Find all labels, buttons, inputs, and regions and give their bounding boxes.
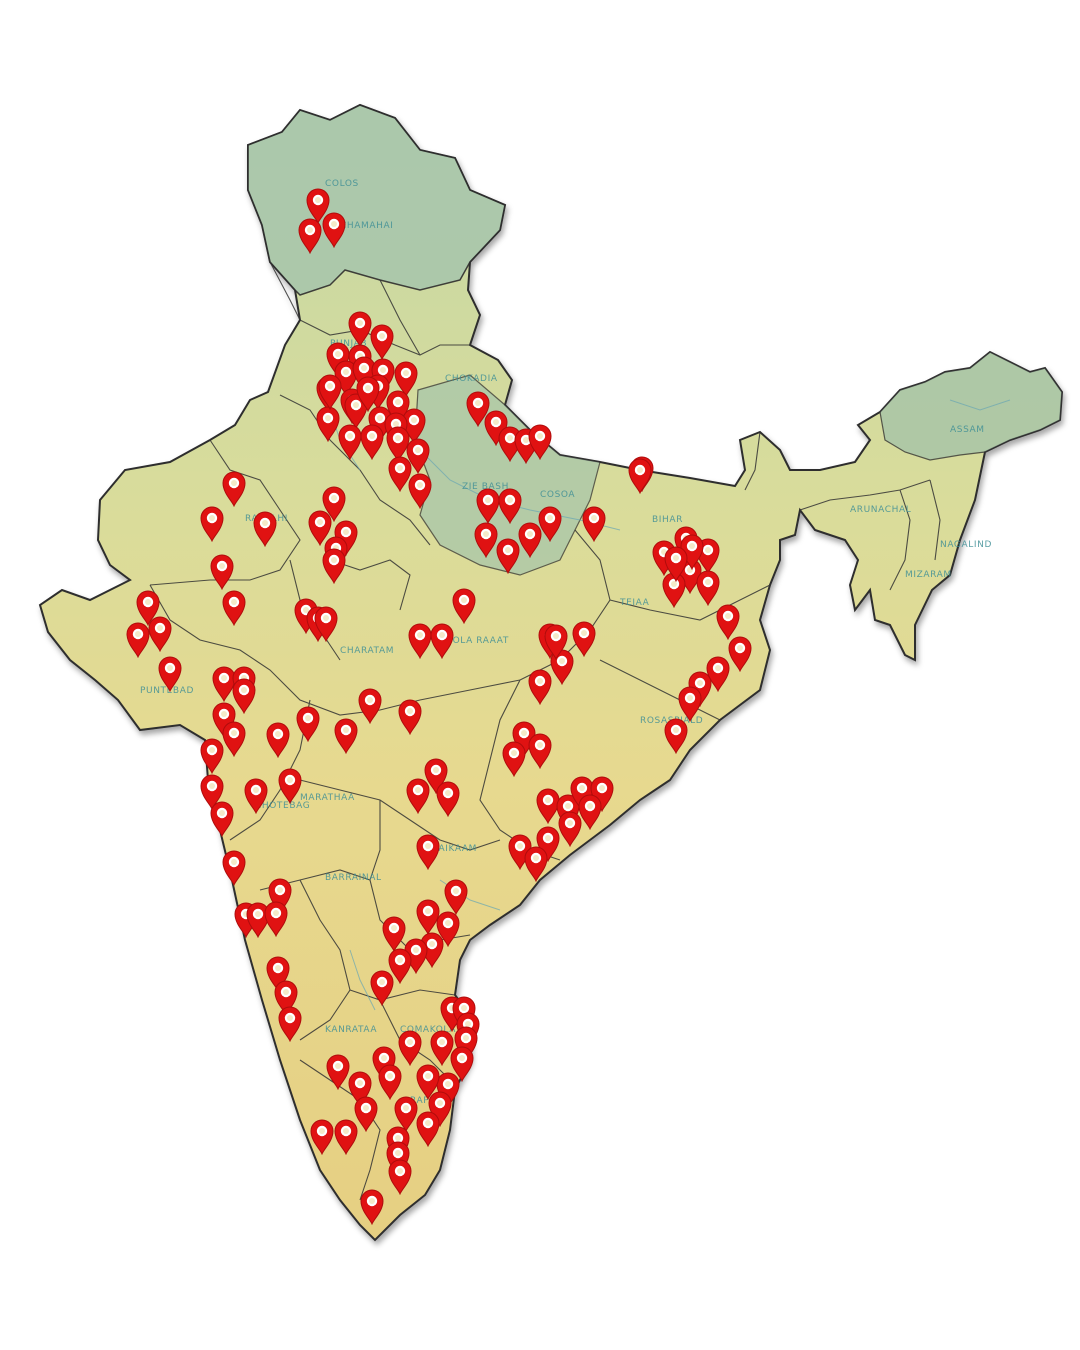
region-label: ARUNACHAL [850, 505, 911, 515]
region-label: ZIE BASH [462, 482, 509, 492]
region-label: RAIKAAM [432, 844, 477, 854]
region-label: CHAMAHAI [340, 221, 394, 231]
region-label: CHOKADIA [445, 374, 498, 384]
region-label: CHARATAM [340, 646, 394, 656]
land-layer [38, 103, 1064, 1242]
region-label: RAPAH [410, 1096, 443, 1106]
region-label: COMAKOLA [400, 1025, 456, 1035]
region-label: MIZARAM [905, 570, 952, 580]
region-label: PUNJAB [330, 339, 367, 349]
region-label: MARATHAA [300, 793, 355, 803]
region-label: NAGALIND [940, 540, 992, 550]
region-label: COSOA [540, 490, 575, 500]
northeast-region [879, 351, 1063, 461]
region-label: BARRAINAL [325, 873, 382, 883]
region-label: GOLA RAAAT [445, 636, 509, 646]
region-label: KANRATAA [325, 1025, 377, 1035]
region-label: CHOTEBAG [255, 801, 310, 811]
india-mainland [38, 103, 1064, 1242]
region-label: ASSAM [950, 425, 985, 435]
north-region [247, 104, 506, 296]
region-label: PUNTEBAD [140, 686, 194, 696]
region-label: TEIAA [619, 598, 650, 608]
region-label: COLOS [325, 179, 359, 189]
region-label: BIHAR [652, 515, 683, 525]
